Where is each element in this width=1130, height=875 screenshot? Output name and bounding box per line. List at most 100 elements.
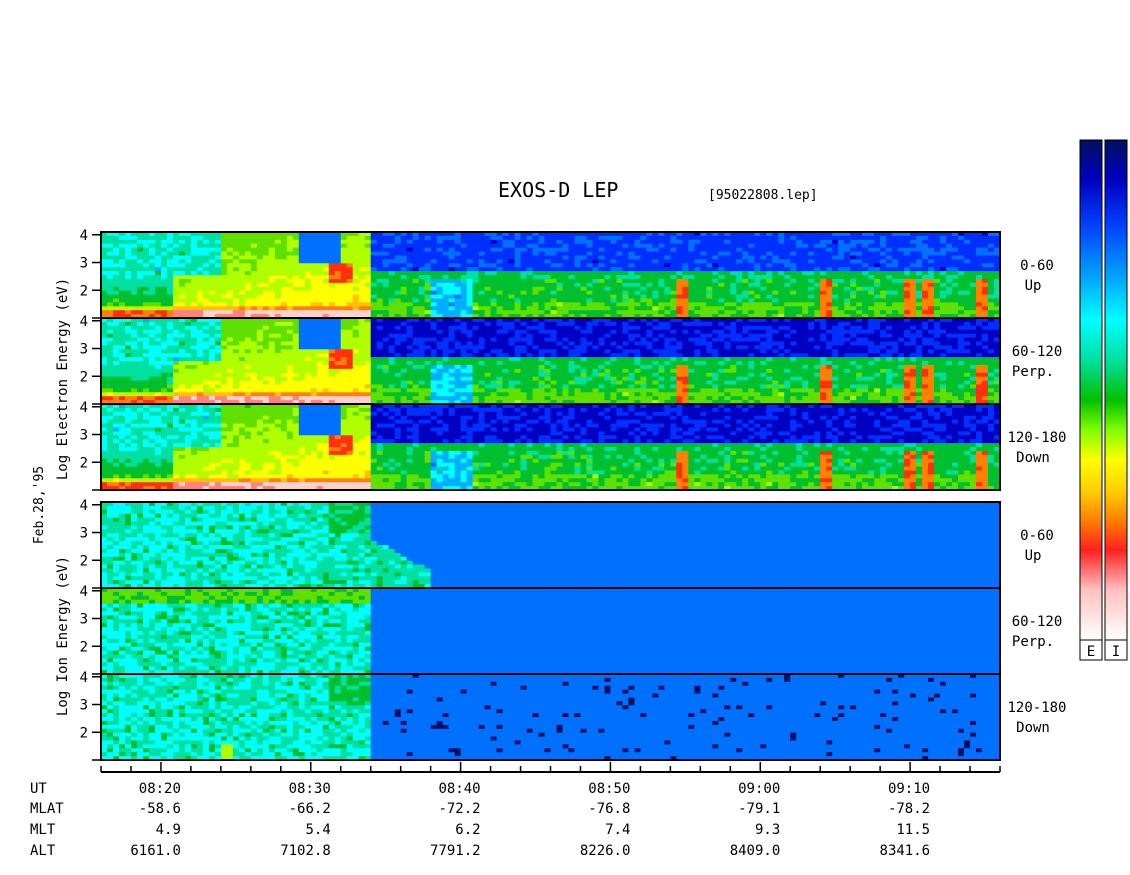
heatmap-cell bbox=[484, 318, 492, 323]
heatmap-cell bbox=[988, 251, 995, 257]
heatmap-cell bbox=[334, 400, 342, 405]
heatmap-cell bbox=[112, 361, 120, 366]
heatmap-cell bbox=[184, 392, 192, 397]
heatmap-cell bbox=[772, 255, 779, 260]
heatmap-cell bbox=[142, 376, 150, 382]
heatmap-cell bbox=[550, 239, 558, 245]
heatmap-cell bbox=[208, 384, 216, 389]
heatmap-cell bbox=[196, 364, 204, 370]
heatmap-cell bbox=[214, 337, 222, 343]
heatmap-cell bbox=[736, 235, 743, 241]
heatmap-cell bbox=[232, 255, 240, 260]
heatmap-cell bbox=[952, 310, 959, 315]
heatmap-cell bbox=[760, 298, 767, 303]
heatmap-cell bbox=[220, 294, 228, 300]
heatmap-cell bbox=[154, 337, 162, 343]
heatmap-cell bbox=[101, 275, 108, 280]
heatmap-cell bbox=[514, 275, 522, 280]
heatmap-cell bbox=[430, 384, 438, 389]
heatmap-cell bbox=[562, 275, 570, 280]
heatmap-cell bbox=[328, 235, 336, 241]
heatmap-cell bbox=[454, 357, 462, 362]
heatmap-cell bbox=[424, 345, 432, 350]
heatmap-cell bbox=[106, 306, 114, 311]
heatmap-cell bbox=[484, 329, 492, 335]
heatmap-cell bbox=[760, 290, 767, 296]
heatmap-cell bbox=[196, 318, 204, 323]
heatmap-cell bbox=[382, 345, 390, 350]
heatmap-cell bbox=[101, 368, 108, 374]
heatmap-cell bbox=[334, 333, 342, 339]
heatmap-cell bbox=[748, 294, 755, 300]
heatmap-cell bbox=[628, 306, 635, 311]
heatmap-cell bbox=[892, 271, 899, 276]
heatmap-cell bbox=[964, 282, 971, 288]
heatmap-cell bbox=[382, 294, 390, 300]
heatmap-cell bbox=[814, 243, 821, 249]
heatmap-cell bbox=[101, 263, 108, 268]
heatmap-cell bbox=[502, 361, 510, 366]
heatmap-cell bbox=[292, 310, 300, 315]
heatmap-cell bbox=[466, 278, 474, 284]
heatmap-cell bbox=[370, 341, 378, 346]
heatmap-cell bbox=[142, 372, 150, 378]
heatmap-cell bbox=[101, 388, 108, 393]
heatmap-cell bbox=[136, 349, 144, 354]
heatmap-cell bbox=[244, 376, 252, 382]
heatmap-cell bbox=[148, 271, 156, 276]
heatmap-cell bbox=[130, 298, 138, 303]
heatmap-cell bbox=[556, 376, 564, 382]
heatmap-cell bbox=[376, 325, 384, 331]
heatmap-cell bbox=[256, 380, 264, 386]
heatmap-cell bbox=[460, 310, 468, 315]
heatmap-cell bbox=[946, 271, 953, 276]
heatmap-cell bbox=[202, 290, 210, 296]
heatmap-cell bbox=[688, 232, 695, 237]
heatmap-cell bbox=[970, 255, 977, 260]
heatmap-cell bbox=[796, 263, 803, 268]
heatmap-cell bbox=[490, 333, 498, 339]
heatmap-cell bbox=[754, 298, 761, 303]
heatmap-cell bbox=[922, 251, 929, 257]
heatmap-cell bbox=[262, 357, 270, 362]
heatmap-cell bbox=[226, 290, 234, 296]
heatmap-cell bbox=[142, 275, 150, 280]
heatmap-cell bbox=[262, 376, 270, 382]
heatmap-cell bbox=[244, 235, 252, 241]
heatmap-cell bbox=[136, 380, 144, 386]
heatmap-cell bbox=[970, 306, 977, 311]
heatmap-cell bbox=[370, 364, 378, 370]
heatmap-cell bbox=[802, 263, 809, 268]
heatmap-cell bbox=[322, 372, 330, 378]
heatmap-cell bbox=[688, 290, 695, 296]
heatmap-cell bbox=[544, 392, 552, 397]
heatmap-cell bbox=[286, 337, 294, 343]
heatmap-cell bbox=[430, 294, 438, 300]
heatmap-cell bbox=[460, 235, 468, 241]
heatmap-cell bbox=[442, 392, 450, 397]
heatmap-cell bbox=[556, 368, 564, 374]
heatmap-cell bbox=[310, 353, 318, 358]
heatmap-cell bbox=[358, 267, 366, 272]
heatmap-cell bbox=[244, 361, 252, 366]
heatmap-cell bbox=[646, 294, 653, 300]
heatmap-cell bbox=[538, 306, 546, 311]
heatmap-cell bbox=[370, 294, 378, 300]
heatmap-cell bbox=[838, 235, 845, 241]
heatmap-cell bbox=[844, 259, 851, 264]
heatmap-cell bbox=[796, 232, 803, 237]
heatmap-cell bbox=[796, 255, 803, 260]
heatmap-cell bbox=[532, 361, 540, 366]
heatmap-cell bbox=[970, 251, 977, 257]
heatmap-cell bbox=[670, 314, 677, 319]
heatmap-cell bbox=[784, 294, 791, 300]
heatmap-cell bbox=[101, 341, 108, 346]
heatmap-cell bbox=[328, 396, 336, 401]
heatmap-cell bbox=[862, 302, 869, 307]
heatmap-cell bbox=[202, 251, 210, 257]
heatmap-cell bbox=[730, 251, 737, 257]
heatmap-cell bbox=[436, 368, 444, 374]
heatmap-cell bbox=[832, 290, 839, 296]
heatmap-cell bbox=[730, 275, 737, 280]
heatmap-cell bbox=[118, 318, 126, 323]
